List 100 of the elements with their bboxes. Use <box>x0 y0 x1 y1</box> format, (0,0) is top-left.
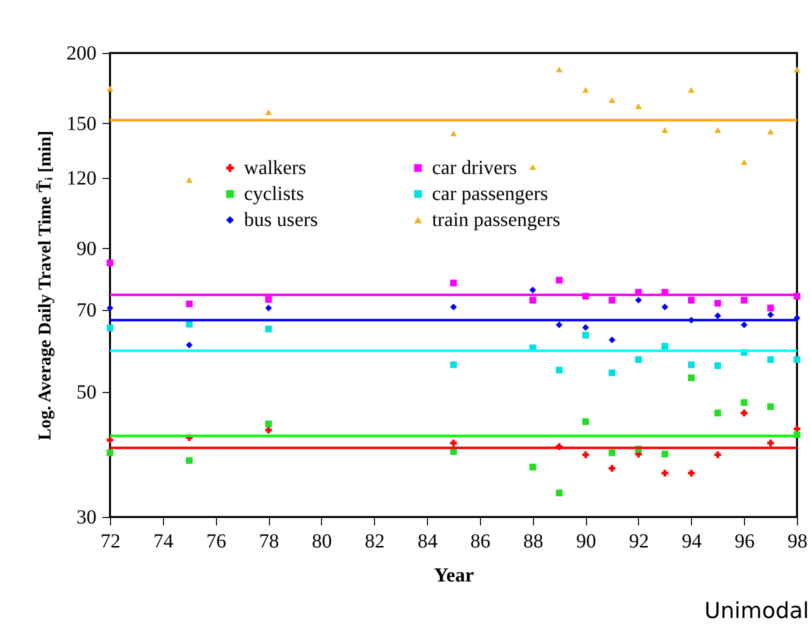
point <box>767 356 774 363</box>
point <box>582 418 589 426</box>
x-tick-label: 80 <box>312 530 332 552</box>
point <box>529 464 536 470</box>
point <box>265 426 272 434</box>
point <box>556 322 563 328</box>
point <box>740 410 748 416</box>
x-tick-label: 96 <box>734 530 755 552</box>
y-tick-label: 90 <box>76 238 96 260</box>
point <box>582 332 589 338</box>
point <box>740 296 748 304</box>
point <box>556 366 563 374</box>
y-tick-label: 120 <box>66 167 96 190</box>
point <box>688 361 695 368</box>
legend-label: car drivers <box>432 157 518 179</box>
point <box>688 470 695 476</box>
legend-label: bus users <box>244 209 318 231</box>
point <box>186 342 193 348</box>
legend-label: walkers <box>244 157 306 179</box>
x-tick-label: 98 <box>788 530 808 552</box>
x-tick-label: 82 <box>364 530 385 552</box>
point <box>688 374 695 382</box>
point <box>186 177 193 183</box>
point <box>106 260 114 266</box>
text: Unimodal <box>704 599 809 624</box>
point <box>740 399 748 406</box>
point <box>662 470 668 476</box>
point <box>714 312 722 320</box>
point <box>714 410 722 416</box>
point <box>265 304 272 312</box>
point <box>556 276 563 284</box>
x-tick-label: 78 <box>259 530 280 552</box>
point <box>186 300 193 308</box>
point <box>662 304 668 310</box>
point <box>714 127 722 133</box>
point <box>450 304 457 310</box>
point <box>529 286 536 294</box>
point <box>556 66 563 72</box>
y-tick-label: 30 <box>76 506 96 528</box>
point <box>635 296 642 304</box>
point <box>794 426 800 432</box>
point <box>106 324 114 332</box>
point <box>265 296 272 303</box>
point <box>608 97 616 103</box>
point <box>688 296 695 304</box>
point <box>767 304 774 312</box>
point <box>794 356 800 363</box>
x-tick-label: 88 <box>523 530 544 552</box>
point <box>582 86 589 93</box>
point <box>450 130 457 136</box>
point <box>106 436 114 444</box>
x-tick-label: 92 <box>628 530 649 552</box>
legend-label: car passengers <box>432 183 548 205</box>
point <box>265 109 272 116</box>
point <box>740 159 748 166</box>
y-axis-title: Log. Average Daily Travel Time T̄ᵢ [min] <box>34 130 54 440</box>
point <box>714 300 722 307</box>
point <box>608 369 616 376</box>
point <box>688 86 695 93</box>
y-tick-label: 50 <box>76 382 96 404</box>
x-tick-label: 86 <box>470 530 490 552</box>
point <box>740 322 748 328</box>
point <box>767 311 774 318</box>
legend-label: cyclists <box>244 183 304 205</box>
point <box>767 128 774 135</box>
x-tick-label: 94 <box>682 530 702 552</box>
legend-label: train passengers <box>432 209 561 231</box>
point <box>662 450 668 458</box>
point <box>662 127 668 133</box>
x-tick-label: 90 <box>576 530 596 552</box>
point <box>714 362 722 370</box>
point <box>608 465 616 472</box>
point <box>265 420 272 428</box>
x-axis-title: Year <box>434 564 474 586</box>
point <box>767 440 774 446</box>
point <box>635 356 642 363</box>
x-tick-label: 72 <box>100 530 120 552</box>
point <box>186 457 193 464</box>
point <box>662 342 668 350</box>
point <box>556 490 563 496</box>
y-tick-label: 150 <box>66 112 96 135</box>
x-tick-label: 84 <box>418 530 438 552</box>
point <box>714 451 722 458</box>
point <box>608 449 616 456</box>
point <box>608 296 616 304</box>
point <box>450 361 457 368</box>
point <box>450 280 457 286</box>
point <box>106 304 114 312</box>
point <box>767 403 774 410</box>
point <box>582 451 589 458</box>
point <box>106 86 114 92</box>
x-tick-label: 76 <box>206 530 226 552</box>
point <box>529 164 536 170</box>
point <box>450 440 457 446</box>
point <box>265 326 272 332</box>
point <box>529 296 536 304</box>
point <box>608 336 616 344</box>
point <box>635 103 642 109</box>
point <box>794 66 800 72</box>
point <box>106 449 114 456</box>
